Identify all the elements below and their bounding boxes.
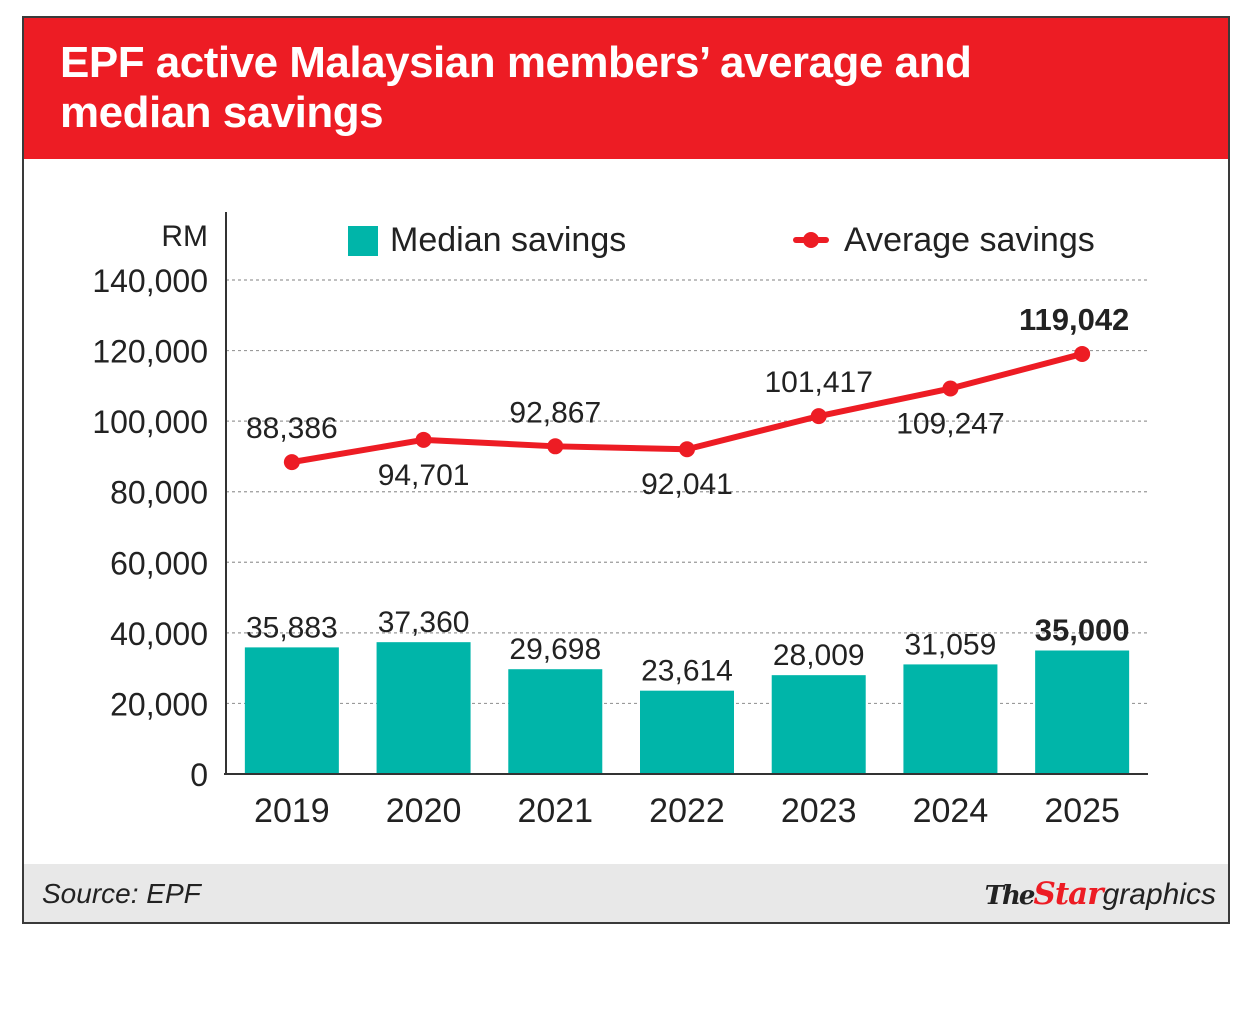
median-label-2024: 31,059 (905, 628, 997, 661)
average-point-2025 (1074, 345, 1091, 362)
median-label-2023: 28,009 (773, 639, 865, 672)
title-banner: EPF active Malaysian members’ average an… (24, 18, 1228, 159)
average-point-2021 (547, 438, 564, 455)
y-tick-label: 60,000 (110, 545, 208, 581)
average-label-2024: 109,247 (896, 408, 1004, 441)
x-tick-label-2020: 2020 (386, 792, 462, 830)
average-label-2025: 119,042 (1019, 302, 1129, 337)
median-label-2020: 37,360 (378, 606, 470, 639)
median-label-2025: 35,000 (1035, 613, 1130, 648)
y-tick-label: 40,000 (110, 616, 208, 652)
legend-average-label: Average savings (844, 221, 1095, 259)
median-bar-2023 (771, 675, 866, 774)
legend-median-swatch (348, 226, 378, 256)
data-labels: 35,883 37,360 29,698 23,614 28,009 31,059 35,0… (246, 302, 1130, 688)
y-tick-label: 140,000 (92, 263, 208, 299)
median-bars (244, 642, 1130, 774)
legend-average-marker (803, 232, 819, 248)
median-label-2022: 23,614 (641, 655, 733, 688)
median-bar-2021 (508, 669, 603, 774)
y-tick-label: 100,000 (92, 404, 208, 440)
x-tick-label-2021: 2021 (517, 792, 593, 830)
source-note: Source: EPF (42, 878, 201, 909)
average-point-2020 (415, 431, 432, 448)
x-tick-label-2023: 2023 (781, 792, 857, 830)
chart-area: 0 20,000 40,000 60,000 80,000 100,000 120,000 1… (92, 212, 1148, 830)
median-bar-2022 (640, 690, 734, 774)
x-tick-label-2025: 2025 (1044, 792, 1120, 830)
average-point-2023 (810, 408, 827, 425)
median-label-2019: 35,883 (246, 611, 338, 644)
median-bar-2024 (903, 664, 998, 774)
x-tick-label-2022: 2022 (649, 792, 725, 830)
average-label-2021: 92,867 (509, 396, 601, 429)
x-tick-label-2019: 2019 (254, 792, 330, 830)
y-axis-unit-label: RM (161, 220, 208, 253)
chart-title: EPF active Malaysian members’ average an… (60, 38, 972, 137)
average-point-2022 (679, 441, 695, 458)
median-label-2021: 29,698 (509, 633, 601, 666)
average-label-2019: 88,386 (246, 412, 338, 445)
median-bar-2020 (376, 642, 471, 774)
median-bar-2019 (244, 647, 339, 774)
y-tick-label: 80,000 (110, 475, 208, 511)
y-tick-label: 0 (190, 757, 208, 793)
infographic-frame: EPF active Malaysian members’ average an… (22, 16, 1230, 924)
average-label-2020: 94,701 (378, 459, 470, 492)
average-line (283, 345, 1091, 471)
average-point-2024 (942, 380, 959, 397)
average-label-2023: 101,417 (764, 366, 872, 399)
y-tick-label: 20,000 (110, 686, 208, 722)
legend-median-label: Median savings (390, 221, 626, 259)
footer-bar: Source: EPF TheStargraphics (24, 864, 1228, 922)
y-tick-label: 120,000 (92, 334, 208, 370)
average-point-2019 (283, 454, 300, 471)
legend: Median savings Average savings (348, 221, 1095, 259)
average-label-2022: 92,041 (641, 468, 733, 501)
x-tick-label-2024: 2024 (913, 792, 989, 830)
brand-logo: TheStargraphics (984, 876, 1216, 912)
axes: 0 20,000 40,000 60,000 80,000 100,000 120,000 1… (92, 212, 1148, 830)
median-bar-2025 (1035, 650, 1130, 774)
